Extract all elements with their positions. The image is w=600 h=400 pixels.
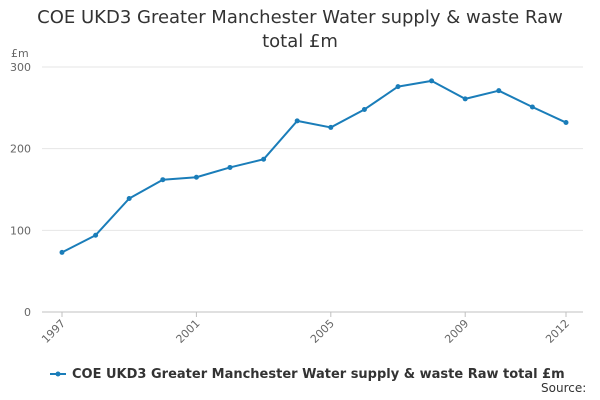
data-point-2011[interactable] bbox=[529, 104, 535, 110]
data-point-2012[interactable] bbox=[563, 120, 569, 126]
data-point-2000[interactable] bbox=[160, 177, 166, 183]
data-point-1997[interactable] bbox=[59, 249, 65, 255]
chart-title: COE UKD3 Greater Manchester Water supply… bbox=[0, 6, 600, 54]
x-tick-label: 2012 bbox=[543, 317, 572, 346]
legend-item[interactable]: COE UKD3 Greater Manchester Water supply… bbox=[50, 364, 565, 384]
y-tick-label: 0 bbox=[24, 306, 31, 319]
data-point-1999[interactable] bbox=[126, 195, 132, 201]
x-tick-label: 2009 bbox=[442, 317, 471, 346]
data-point-2010[interactable] bbox=[496, 88, 502, 94]
data-point-2005[interactable] bbox=[328, 124, 334, 130]
source-label: Source: bbox=[541, 381, 587, 395]
data-point-2004[interactable] bbox=[294, 118, 300, 124]
legend-label: COE UKD3 Greater Manchester Water supply… bbox=[72, 366, 565, 382]
data-point-1998[interactable] bbox=[93, 232, 99, 238]
data-point-2006[interactable] bbox=[361, 106, 367, 112]
x-tick-label: 2001 bbox=[174, 317, 203, 346]
data-point-2001[interactable] bbox=[193, 174, 199, 180]
y-axis-label: £m bbox=[11, 47, 29, 60]
y-tick-label: 200 bbox=[10, 143, 31, 156]
data-point-2007[interactable] bbox=[395, 84, 401, 90]
x-tick-label: 2005 bbox=[308, 317, 337, 346]
legend-line-icon bbox=[50, 371, 66, 377]
data-point-2008[interactable] bbox=[429, 78, 435, 84]
chart-title-line-2: total £m bbox=[262, 31, 338, 52]
series-line bbox=[61, 79, 567, 254]
data-point-2002[interactable] bbox=[227, 164, 233, 170]
chart-title-line-1: COE UKD3 Greater Manchester Water supply… bbox=[37, 7, 563, 28]
data-point-2009[interactable] bbox=[462, 96, 468, 102]
data-point-2003[interactable] bbox=[261, 156, 267, 162]
y-tick-label: 300 bbox=[10, 61, 31, 74]
x-tick-label: 1997 bbox=[39, 317, 68, 346]
y-tick-label: 100 bbox=[10, 224, 31, 237]
